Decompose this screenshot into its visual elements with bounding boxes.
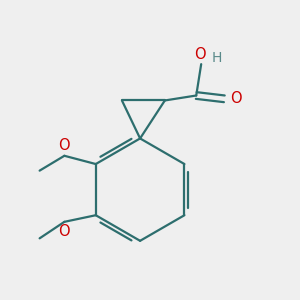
Text: O: O — [194, 47, 205, 62]
Text: H: H — [212, 51, 222, 65]
Text: O: O — [58, 224, 70, 239]
Text: O: O — [58, 138, 70, 153]
Text: O: O — [230, 91, 242, 106]
